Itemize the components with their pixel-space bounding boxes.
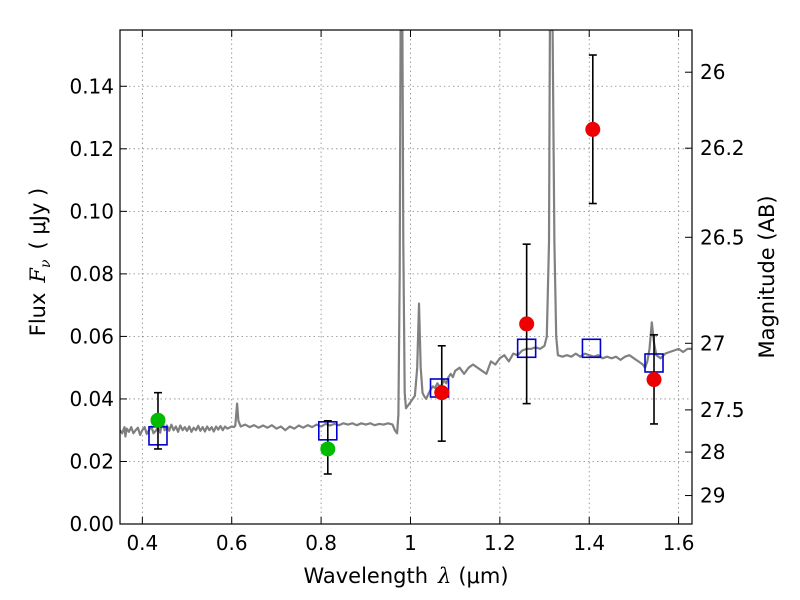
y2-tick-label: 28 (700, 440, 725, 464)
x-tick-label: 1.6 (663, 531, 695, 555)
x-tick-label: 1.4 (573, 531, 605, 555)
y2-tick-label: 27.5 (700, 398, 745, 422)
axes: 0.4 0.6 0.8 1 1.2 1.4 1.6 0.00 0.02 0.04 0.06 0.08 0… (69, 30, 745, 555)
y-tick-label: 0.12 (69, 137, 114, 161)
photometry-points (148, 54, 664, 475)
observed-point-red (434, 385, 450, 401)
x-tick-label: 0.6 (216, 531, 248, 555)
y2-tick-label: 29 (700, 484, 725, 508)
x-tick-label: 1.2 (484, 531, 516, 555)
y2-tick-label: 26.2 (700, 136, 745, 160)
y2-tick-label: 26 (700, 60, 725, 84)
spectrum-line (120, 30, 692, 438)
observed-point-red (585, 121, 601, 137)
y-tick-label: 0.02 (69, 449, 114, 473)
y-tick-label: 0.04 (69, 387, 114, 411)
plot-frame (119, 29, 693, 525)
y-axis-label: FluxFν( μJy ) (26, 188, 54, 336)
y-tick-label: 0.14 (69, 74, 114, 98)
model-square-point (581, 338, 602, 359)
y2-tick-label: 27 (700, 331, 725, 355)
x-tick-label: 0.4 (126, 531, 158, 555)
observed-point-green (320, 441, 336, 457)
y2-axis-label: Magnitude (AB) (755, 195, 779, 358)
x-tick-label: 1 (404, 531, 417, 555)
y2-tick-label: 26.5 (700, 225, 745, 249)
observed-point-red (646, 372, 662, 388)
y-tick-label: 0.00 (69, 512, 114, 536)
y-tick-label: 0.10 (69, 199, 114, 223)
y-tick-label: 0.08 (69, 262, 114, 286)
x-tick-label: 0.8 (305, 531, 337, 555)
observed-point-red (519, 316, 535, 332)
observed-point-green (150, 412, 166, 428)
x-axis-label: Wavelength λ (μm) (303, 564, 508, 588)
spectrum-series (120, 30, 692, 438)
y-tick-label: 0.06 (69, 324, 114, 348)
